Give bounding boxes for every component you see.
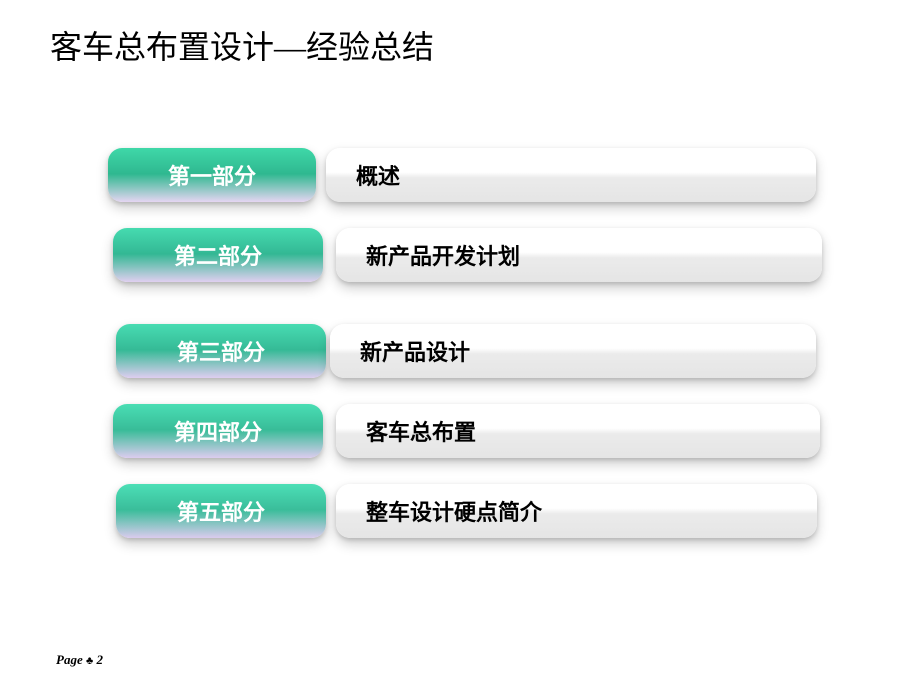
sections-container: 第一部分概述第二部分新产品开发计划第三部分新产品设计第四部分客车总布置第五部分整…: [108, 148, 822, 564]
section-content: 新产品开发计划: [336, 228, 822, 282]
page-title: 客车总布置设计—经验总结: [50, 22, 434, 68]
section-row: 第四部分客车总布置: [108, 404, 822, 462]
section-content: 整车设计硬点简介: [336, 484, 817, 538]
page-footer: Page ♣ 2: [56, 652, 103, 668]
section-badge: 第一部分: [108, 148, 316, 202]
section-badge: 第三部分: [116, 324, 326, 378]
section-row: 第一部分概述: [108, 148, 822, 206]
footer-page-number: 2: [96, 652, 103, 667]
section-row: 第二部分新产品开发计划: [108, 228, 822, 286]
club-icon: ♣: [86, 655, 93, 667]
section-row: 第五部分整车设计硬点简介: [108, 484, 822, 542]
section-row: 第三部分新产品设计: [108, 324, 822, 382]
footer-page-label: Page: [56, 652, 83, 667]
section-content: 客车总布置: [336, 404, 820, 458]
section-badge: 第二部分: [113, 228, 323, 282]
section-content: 概述: [326, 148, 816, 202]
section-content: 新产品设计: [330, 324, 816, 378]
section-badge: 第五部分: [116, 484, 326, 538]
section-badge: 第四部分: [113, 404, 323, 458]
